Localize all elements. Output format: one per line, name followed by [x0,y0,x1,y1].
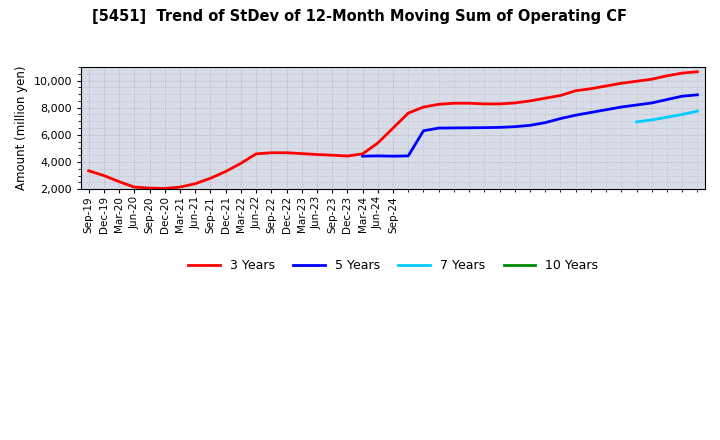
3 Years [359,151,367,157]
Line: 7 Years: 7 Years [636,111,698,122]
5 Years [647,100,656,106]
3 Years [510,100,519,106]
5 Years [617,104,626,110]
Text: [5451]  Trend of StDev of 12-Month Moving Sum of Operating CF: [5451] Trend of StDev of 12-Month Moving… [92,9,628,24]
5 Years [389,154,397,159]
5 Years [374,153,382,158]
3 Years [678,70,686,76]
5 Years [572,113,580,118]
3 Years [282,150,291,155]
3 Years [206,176,215,181]
5 Years [541,120,549,125]
5 Years [465,125,474,130]
3 Years [541,95,549,101]
Line: 5 Years: 5 Years [363,95,698,156]
3 Years [404,110,413,116]
3 Years [99,173,108,178]
3 Years [480,101,489,106]
3 Years [114,179,123,184]
5 Years [602,107,611,112]
3 Years [647,77,656,82]
3 Years [221,169,230,174]
3 Years [449,101,458,106]
3 Years [374,140,382,146]
Line: 3 Years: 3 Years [89,72,698,188]
5 Years [526,123,534,128]
3 Years [176,184,184,190]
3 Years [632,79,641,84]
5 Years [693,92,702,97]
3 Years [419,104,428,110]
3 Years [556,93,564,98]
3 Years [312,152,321,157]
3 Years [495,101,504,106]
7 Years [647,117,656,123]
3 Years [328,153,336,158]
5 Years [662,97,671,102]
5 Years [359,154,367,159]
3 Years [130,184,139,190]
3 Years [297,151,306,156]
5 Years [480,125,489,130]
3 Years [602,83,611,88]
3 Years [191,181,199,186]
5 Years [678,94,686,99]
3 Years [84,168,93,173]
Legend: 3 Years, 5 Years, 7 Years, 10 Years: 3 Years, 5 Years, 7 Years, 10 Years [184,254,603,277]
3 Years [252,151,261,157]
3 Years [343,154,351,159]
3 Years [662,73,671,78]
5 Years [434,125,443,131]
3 Years [617,81,626,86]
7 Years [632,119,641,125]
3 Years [693,69,702,74]
3 Years [267,150,276,155]
5 Years [495,125,504,130]
3 Years [526,98,534,103]
3 Years [572,88,580,93]
3 Years [145,185,154,191]
Y-axis label: Amount (million yen): Amount (million yen) [15,66,28,191]
3 Years [161,186,169,191]
5 Years [632,103,641,108]
5 Years [510,124,519,129]
3 Years [434,102,443,107]
5 Years [556,116,564,121]
7 Years [678,112,686,117]
5 Years [587,110,595,115]
5 Years [449,125,458,131]
5 Years [419,128,428,133]
7 Years [662,114,671,120]
3 Years [465,101,474,106]
5 Years [404,153,413,158]
7 Years [693,109,702,114]
3 Years [587,86,595,92]
3 Years [389,125,397,131]
3 Years [237,161,246,166]
